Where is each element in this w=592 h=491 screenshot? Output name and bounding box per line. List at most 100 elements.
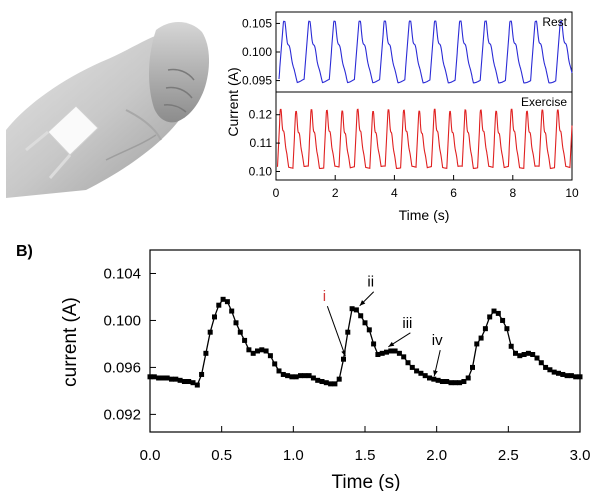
panel-b-y-axis-label: current (A) — [60, 297, 81, 387]
data-point — [310, 375, 316, 381]
data-point — [414, 368, 420, 374]
data-point — [418, 370, 424, 376]
series-line-exercise — [276, 108, 573, 170]
data-point — [513, 350, 518, 356]
data-point — [285, 373, 291, 379]
annotation-arrowhead — [433, 370, 438, 377]
data-point — [474, 341, 480, 347]
data-point — [259, 347, 265, 353]
data-point — [457, 380, 463, 386]
data-point — [190, 380, 196, 386]
x-tick-label: 4 — [391, 186, 398, 200]
y-tick-label: 0.100 — [242, 45, 272, 59]
x-tick-label: 6 — [450, 186, 457, 200]
data-point — [478, 335, 484, 341]
y-tick-label: 0.105 — [242, 16, 272, 30]
annotation-label: ii — [367, 274, 374, 291]
data-point — [353, 307, 359, 313]
series-line — [150, 298, 580, 386]
data-point — [212, 314, 217, 320]
data-point — [267, 353, 273, 359]
panel-b-x-axis-label: Time (s) — [332, 472, 401, 491]
data-point — [379, 350, 385, 356]
data-point — [409, 364, 415, 370]
x-tick-label: 0 — [273, 186, 280, 200]
data-point — [525, 350, 531, 356]
data-point — [315, 377, 321, 383]
data-point — [371, 341, 377, 347]
data-point — [246, 347, 252, 353]
data-point — [164, 375, 170, 381]
data-point — [336, 376, 342, 382]
data-point — [272, 361, 278, 367]
data-point — [328, 381, 334, 387]
data-point — [263, 348, 269, 354]
data-point — [461, 379, 467, 385]
data-point — [487, 314, 493, 320]
data-point — [517, 353, 523, 359]
data-point — [362, 320, 368, 326]
data-point — [401, 354, 407, 360]
data-point — [448, 380, 454, 386]
exercise-subplot: 0.10 0.11 0.12 Exercise — [249, 91, 573, 181]
panel-b-plot-frame — [149, 249, 581, 433]
data-point — [547, 367, 553, 373]
data-point — [577, 374, 583, 380]
data-point — [289, 374, 295, 380]
subplot-label: Exercise — [521, 95, 567, 109]
y-tick-label: 0.096 — [103, 359, 141, 376]
x-tick-label: 10 — [565, 186, 579, 200]
annotation-arrowhead — [388, 341, 395, 347]
panel-a-y-axis-label: Current (A) — [225, 67, 241, 136]
y-tick-label: 0.12 — [249, 108, 273, 122]
y-tick-label: 0.095 — [242, 74, 272, 88]
x-tick-label: 0.5 — [211, 447, 232, 464]
panel-b-chart: 0.0 0.5 1.0 1.5 2.0 2.5 3.0 0.092 0.096 0.100 0.10… — [60, 249, 590, 491]
data-point — [156, 375, 162, 381]
rest-subplot: 0.095 0.100 0.105 Rest — [242, 11, 573, 93]
data-point — [151, 374, 157, 380]
x-tick-label: 3.0 — [570, 447, 591, 464]
data-point — [431, 376, 437, 382]
data-point — [255, 348, 260, 354]
series-line-rest — [278, 20, 573, 84]
data-point — [439, 379, 445, 385]
y-tick-label: 0.10 — [249, 164, 273, 178]
data-point — [521, 352, 527, 358]
data-point — [543, 364, 549, 370]
annotation-arrowhead — [341, 350, 346, 357]
data-point — [556, 370, 561, 376]
data-point — [508, 343, 514, 349]
panel-a-x-axis-label: Time (s) — [399, 207, 450, 223]
annotation-arrow — [326, 306, 346, 357]
data-point — [173, 376, 179, 382]
data-point — [560, 371, 566, 377]
y-tick-label: 0.11 — [250, 136, 273, 150]
x-tick-label: 0.0 — [140, 447, 161, 464]
data-point — [396, 350, 402, 356]
annotation-label: i — [323, 288, 326, 305]
data-point — [500, 317, 506, 323]
panel-b-label: B) — [16, 243, 33, 260]
data-point — [568, 373, 574, 379]
data-point — [452, 380, 458, 386]
data-point — [495, 310, 501, 316]
data-point — [551, 369, 557, 375]
data-point — [470, 364, 475, 370]
data-point — [302, 373, 308, 379]
annotation-arrowhead — [359, 300, 366, 306]
panel-a-x-axis: 0 2 4 6 8 10 — [273, 175, 579, 200]
data-point — [237, 329, 243, 335]
data-point — [319, 379, 325, 385]
data-point — [345, 329, 351, 335]
data-point — [366, 327, 372, 333]
data-point — [341, 356, 346, 362]
data-point — [216, 302, 222, 308]
y-tick-label: 0.104 — [103, 265, 141, 282]
panel-b-axes: 0.0 0.5 1.0 1.5 2.0 2.5 3.0 0.092 0.096 0.100 0.10… — [103, 265, 590, 464]
data-point — [427, 375, 432, 381]
annotation-label: iii — [402, 315, 412, 332]
x-tick-label: 2.5 — [498, 447, 519, 464]
